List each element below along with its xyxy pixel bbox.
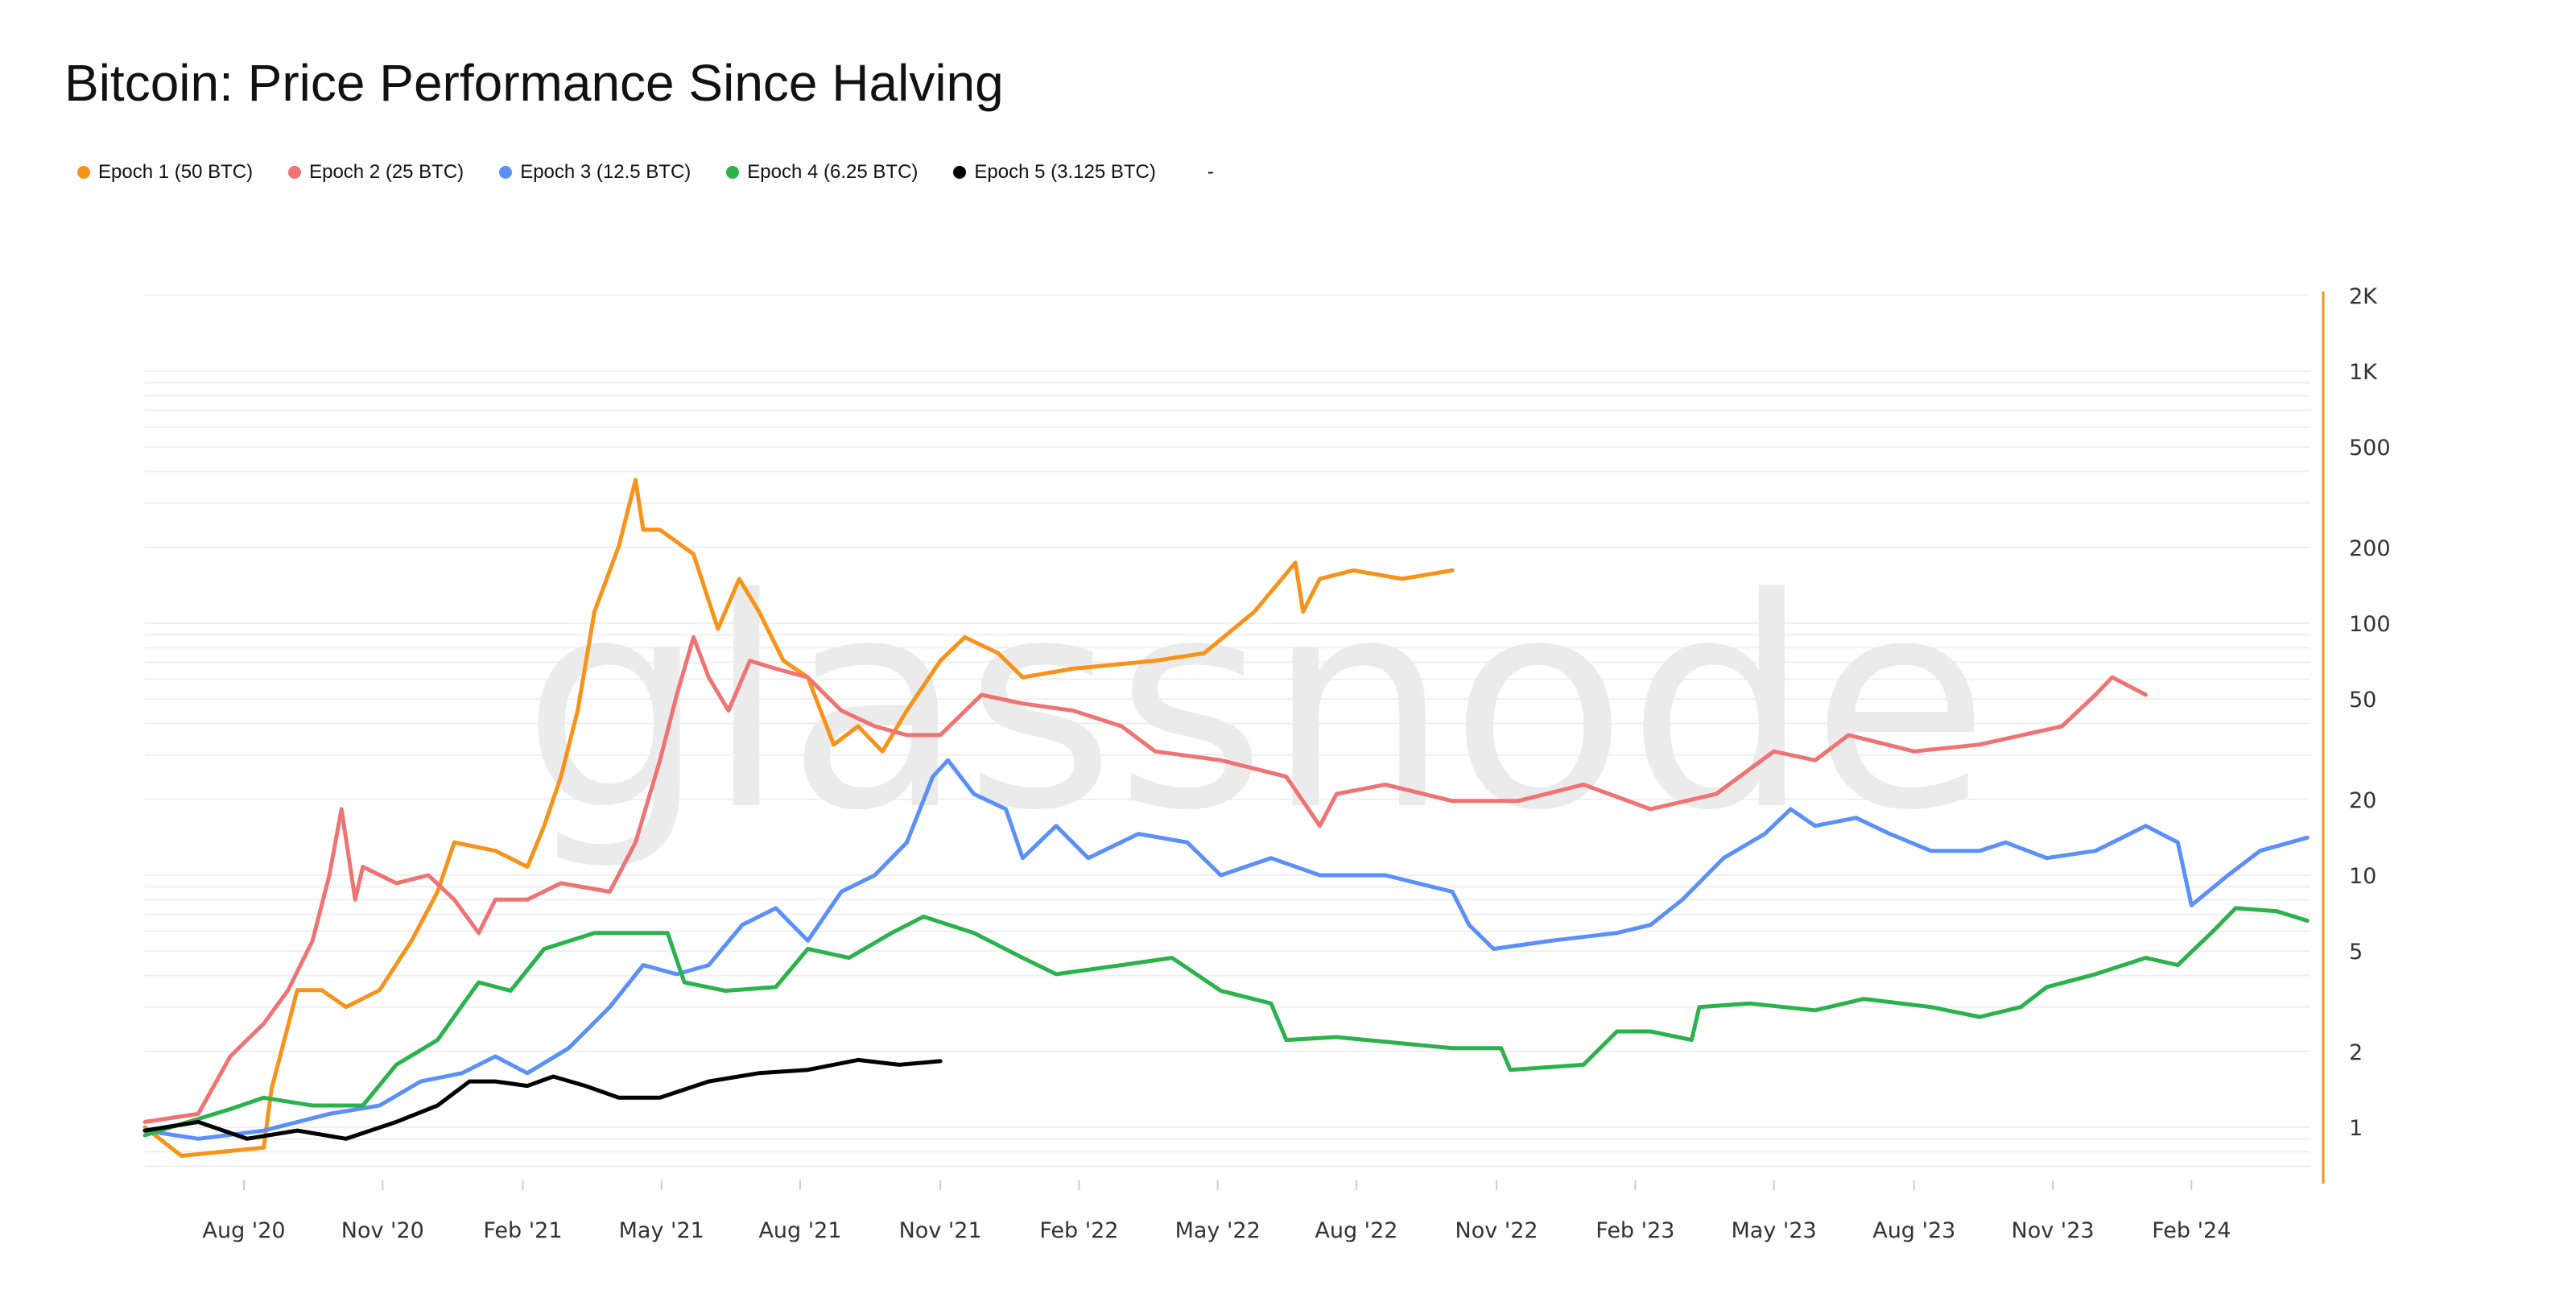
legend-dot — [77, 166, 90, 179]
legend-dot — [499, 166, 513, 179]
series-line-epoch-1 — [142, 477, 1455, 1158]
legend-item-extra[interactable]: - — [1208, 161, 1214, 184]
legend-label: - — [1207, 161, 1214, 183]
y-tick-label: 500 — [2349, 436, 2391, 461]
x-tick-label: Feb '24 — [2152, 1218, 2231, 1243]
y-tick-label: 200 — [2349, 536, 2391, 561]
x-tick-label: Nov '20 — [341, 1218, 424, 1243]
legend-item-epoch-2[interactable]: Epoch 2 (25 BTC) — [288, 161, 464, 184]
y-tick-label: 2 — [2349, 1040, 2363, 1065]
series-line-epoch-3 — [142, 758, 2310, 1141]
x-tick-label: Feb '22 — [1039, 1218, 1118, 1243]
legend-dot — [953, 166, 967, 179]
y-tick-label: 5 — [2349, 940, 2363, 965]
x-axis: Aug '20 Nov '20 Feb '21 May '21 Aug '21 Nov '… — [202, 1180, 2231, 1243]
x-tick-label: Nov '22 — [1455, 1218, 1538, 1243]
legend: Epoch 1 (50 BTC) Epoch 2 (25 BTC) Epoch … — [77, 161, 1214, 184]
legend-dot — [726, 166, 740, 179]
watermark: glassnode — [522, 536, 1990, 874]
y-tick-label: 1 — [2349, 1116, 2363, 1141]
x-tick-label: Nov '23 — [2012, 1218, 2095, 1243]
legend-item-epoch-5[interactable]: Epoch 5 (3.125 BTC) — [953, 161, 1156, 184]
y-tick-label: 2K — [2349, 284, 2378, 309]
x-tick-label: Aug '20 — [202, 1218, 285, 1243]
x-tick-label: Aug '21 — [758, 1218, 841, 1243]
legend-item-epoch-3[interactable]: Epoch 3 (12.5 BTC) — [499, 161, 691, 184]
series-line-epoch-2 — [142, 634, 2148, 1124]
x-tick-label: Aug '22 — [1315, 1218, 1397, 1243]
y-tick-label: 100 — [2349, 612, 2391, 637]
y-tick-label: 10 — [2349, 864, 2376, 889]
chart-title: Bitcoin: Price Performance Since Halving — [64, 54, 1004, 112]
y-tick-label: 1K — [2349, 360, 2378, 385]
x-tick-label: May '21 — [619, 1218, 704, 1243]
x-tick-label: Aug '23 — [1872, 1218, 1955, 1243]
legend-label: Epoch 2 (25 BTC) — [309, 161, 464, 183]
legend-label: Epoch 3 (12.5 BTC) — [520, 161, 691, 183]
x-tick-label: Feb '23 — [1596, 1218, 1674, 1243]
x-tick-label: May '23 — [1732, 1218, 1817, 1243]
legend-label: Epoch 4 (6.25 BTC) — [747, 161, 919, 183]
legend-item-epoch-4[interactable]: Epoch 4 (6.25 BTC) — [726, 161, 918, 184]
grid — [145, 294, 2310, 1168]
x-tick-label: Nov '21 — [899, 1218, 982, 1243]
legend-label: Epoch 1 (50 BTC) — [98, 161, 254, 183]
legend-label: Epoch 5 (3.125 BTC) — [974, 161, 1156, 183]
y-tick-label: 50 — [2349, 688, 2376, 713]
y-tick-label: 20 — [2349, 788, 2376, 813]
legend-dot — [288, 166, 302, 179]
y-axis: 2K 1K 500 200 100 50 20 10 5 2 1 — [2349, 284, 2391, 1141]
series-lines — [142, 477, 2310, 1158]
series-line-epoch-5 — [142, 1057, 943, 1141]
x-tick-label: Feb '21 — [483, 1218, 562, 1243]
legend-item-epoch-1[interactable]: Epoch 1 (50 BTC) — [77, 161, 253, 184]
x-tick-label: May '22 — [1175, 1218, 1261, 1243]
series-line-epoch-4 — [142, 906, 2310, 1138]
